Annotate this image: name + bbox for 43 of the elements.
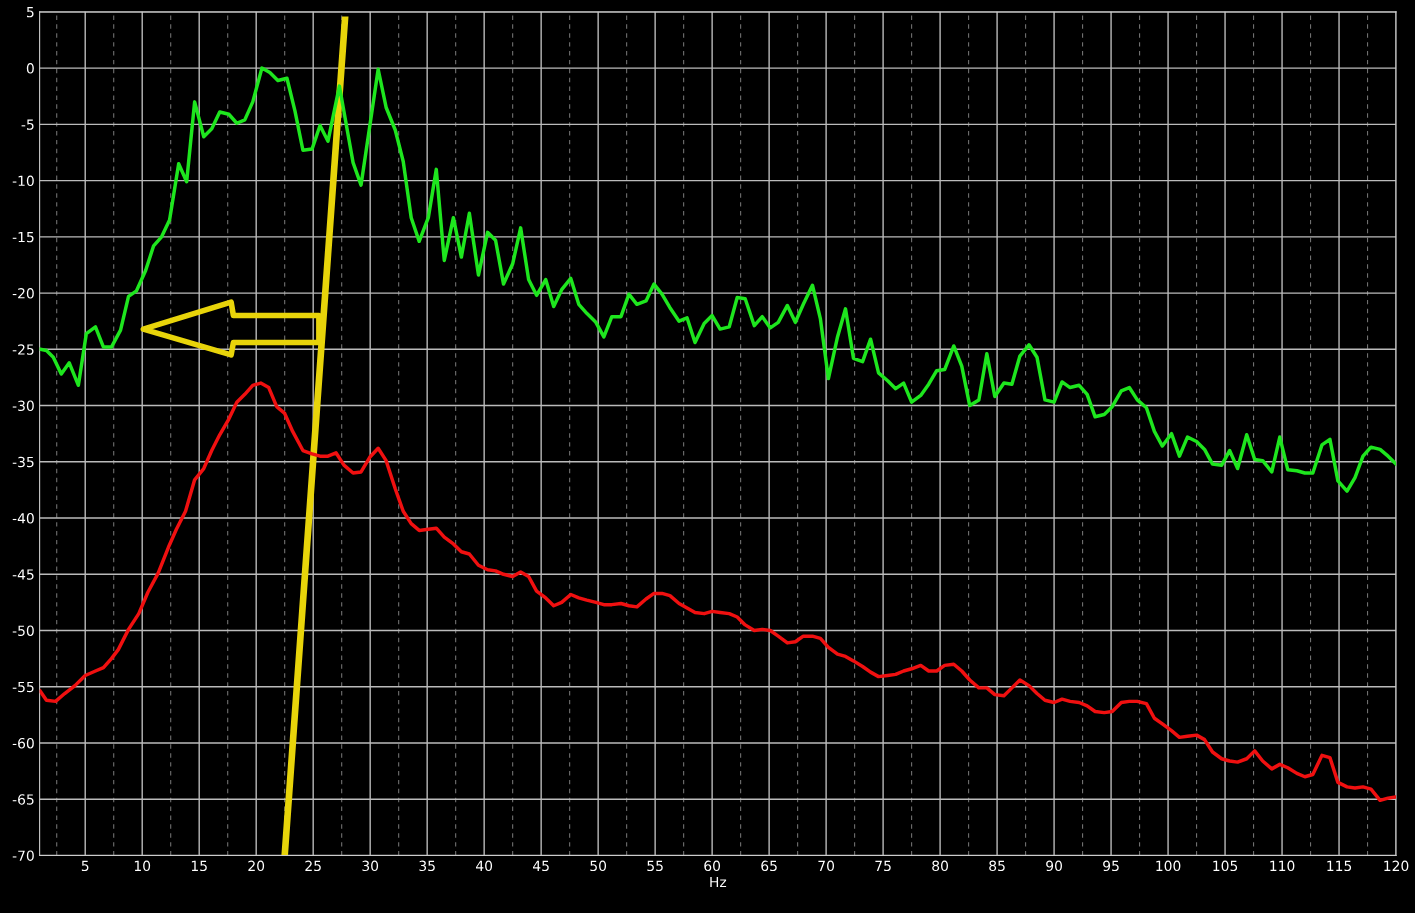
x-tick-label: 25	[305, 860, 321, 872]
y-tick-label: -55	[12, 681, 34, 693]
x-tick-label: 70	[818, 860, 835, 872]
x-tick-label: 20	[248, 860, 265, 872]
y-tick-label: 5	[26, 7, 34, 18]
x-tick-label: 55	[647, 860, 663, 872]
y-tick-label: -50	[12, 625, 34, 636]
y-tick-label: -25	[12, 344, 34, 355]
x-tick-label: 90	[1046, 860, 1062, 872]
y-tick-label: -5	[21, 119, 34, 130]
y-tick-label: -20	[12, 288, 34, 299]
x-tick-label: 80	[932, 860, 949, 872]
x-tick-label: 65	[761, 860, 777, 872]
x-tick-label: 10	[134, 860, 151, 872]
y-tick-label: -10	[12, 175, 34, 187]
y-tick-label: -45	[12, 569, 34, 580]
x-tick-label: 35	[419, 860, 435, 872]
y-tick-label: -65	[12, 794, 34, 805]
x-axis-title: Hz	[710, 876, 727, 888]
x-tick-label: 115	[1327, 860, 1352, 872]
x-tick-label: 85	[989, 860, 1005, 872]
y-tick-label: -40	[12, 513, 34, 524]
y-tick-label: 0	[26, 63, 34, 74]
x-tick-label: 60	[704, 860, 721, 872]
x-tick-label: 95	[1103, 860, 1119, 872]
x-tick-label: 40	[476, 860, 493, 872]
x-tick-label: 45	[533, 860, 549, 872]
x-tick-label: 100	[1156, 860, 1181, 872]
y-tick-label: -30	[12, 400, 34, 412]
y-tick-label: -15	[12, 231, 34, 243]
x-tick-label: 5	[81, 860, 89, 872]
x-tick-label: 30	[362, 860, 379, 872]
x-tick-label: 75	[875, 860, 891, 872]
line-series	[39, 66, 1397, 493]
y-tick-label: -70	[12, 850, 34, 861]
y-tick-label: -35	[12, 456, 34, 468]
x-tick-label: 120	[1384, 860, 1409, 872]
x-tick-label: 50	[590, 860, 607, 872]
line-series	[39, 381, 1397, 803]
x-tick-label: 15	[191, 860, 207, 872]
x-tick-label: 110	[1270, 860, 1295, 872]
x-tick-label: 105	[1213, 860, 1238, 872]
y-tick-label: -60	[12, 737, 34, 749]
